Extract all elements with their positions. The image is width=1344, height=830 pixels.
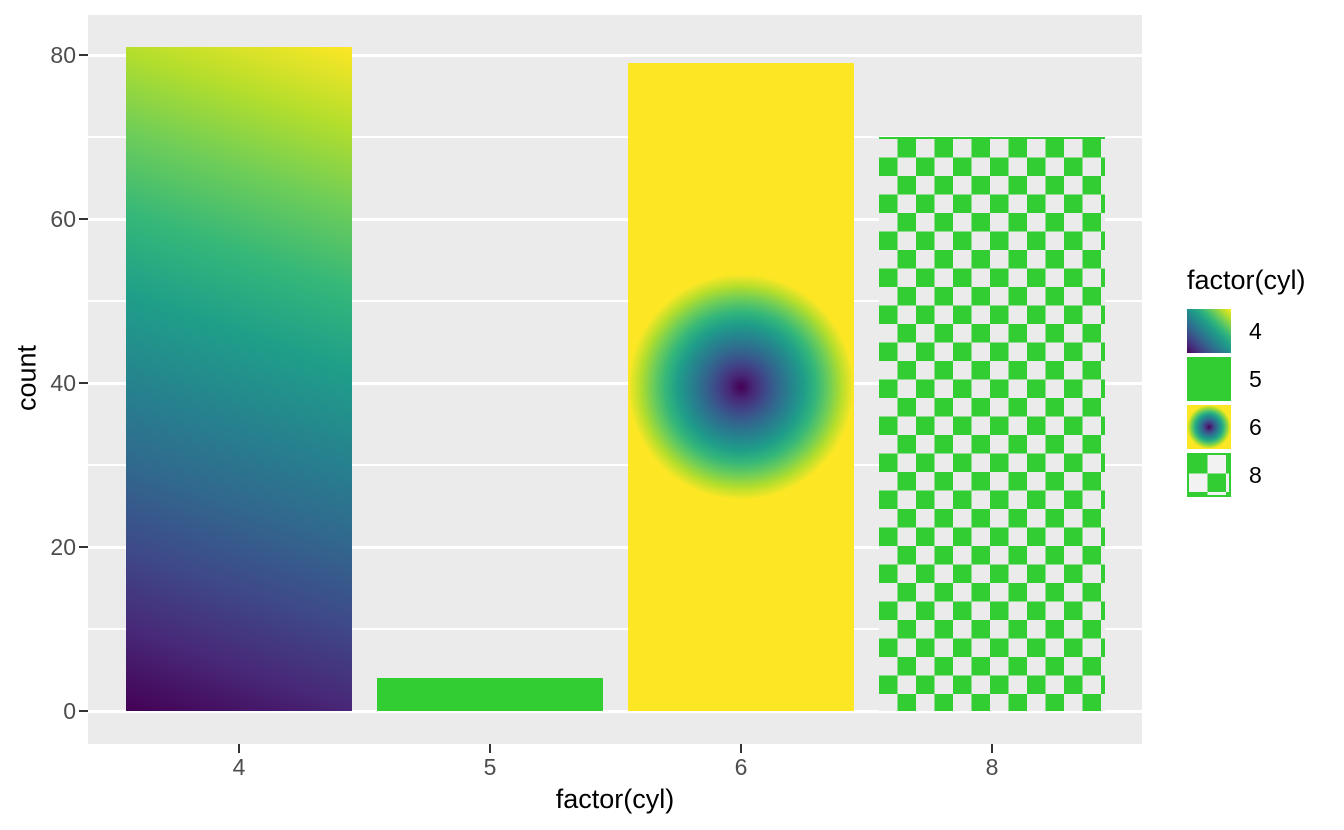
legend-entry-label-8: 8 [1249,461,1262,488]
legend-entry-5: 5 [1187,357,1306,401]
gridline-minor-y70 [88,136,1142,138]
y-axis-tick-40 [79,382,88,384]
legend-entry-6: 6 [1187,405,1306,449]
x-axis-tick-label-5: 5 [483,754,497,780]
legend: factor(cyl) 4 5 6 8 [1187,264,1306,497]
limegreen-checkerboard-swatch [1187,453,1231,497]
x-axis-tick-6 [740,744,742,753]
y-axis-tick-label-40: 40 [50,370,76,396]
legend-title: factor(cyl) [1187,265,1306,295]
y-axis-tick-label-60: 60 [50,206,76,232]
gridline-minor-y30 [88,464,1142,466]
y-axis-tick-label-80: 80 [50,42,76,68]
gridline-major-y40 [88,381,1142,385]
gridline-major-y0 [88,709,1142,713]
y-axis-tick-label-0: 0 [63,698,76,724]
x-axis-tick-8 [991,744,993,753]
gridline-major-y80 [88,53,1142,57]
bar-cyl8 [879,137,1105,711]
x-axis-tick-5 [489,744,491,753]
x-axis-tick-label-6: 6 [734,754,748,780]
legend-entry-label-5: 5 [1249,365,1262,392]
x-axis-tick-label-4: 4 [232,754,246,780]
x-axis-tick-4 [238,744,240,753]
y-axis-tick-60 [79,218,88,220]
x-axis-title: factor(cyl) [555,784,675,814]
legend-entry-label-4: 4 [1249,317,1262,344]
limegreen-solid-swatch [1187,357,1231,401]
bar-cyl6 [628,63,854,711]
gridline-major-y20 [88,545,1142,549]
gridline-minor-y50 [88,300,1142,302]
gridline-minor-y10 [88,628,1142,630]
bar-cyl4 [126,46,352,711]
legend-entry-8: 8 [1187,453,1306,497]
y-axis-tick-20 [79,546,88,548]
y-axis-tick-0 [79,710,88,712]
viridis-linear-gradient-swatch [1187,309,1231,353]
plot-panel [88,15,1142,744]
x-axis-tick-label-8: 8 [985,754,999,780]
legend-entries: 4 5 6 8 [1187,309,1306,497]
legend-entry-label-6: 6 [1249,413,1262,440]
y-axis-tick-label-20: 20 [50,534,76,560]
legend-entry-4: 4 [1187,309,1306,353]
y-axis-tick-80 [79,54,88,56]
bar-cyl5 [377,678,603,711]
viridis-radial-gradient-swatch [1187,405,1231,449]
gridline-major-y60 [88,217,1142,221]
